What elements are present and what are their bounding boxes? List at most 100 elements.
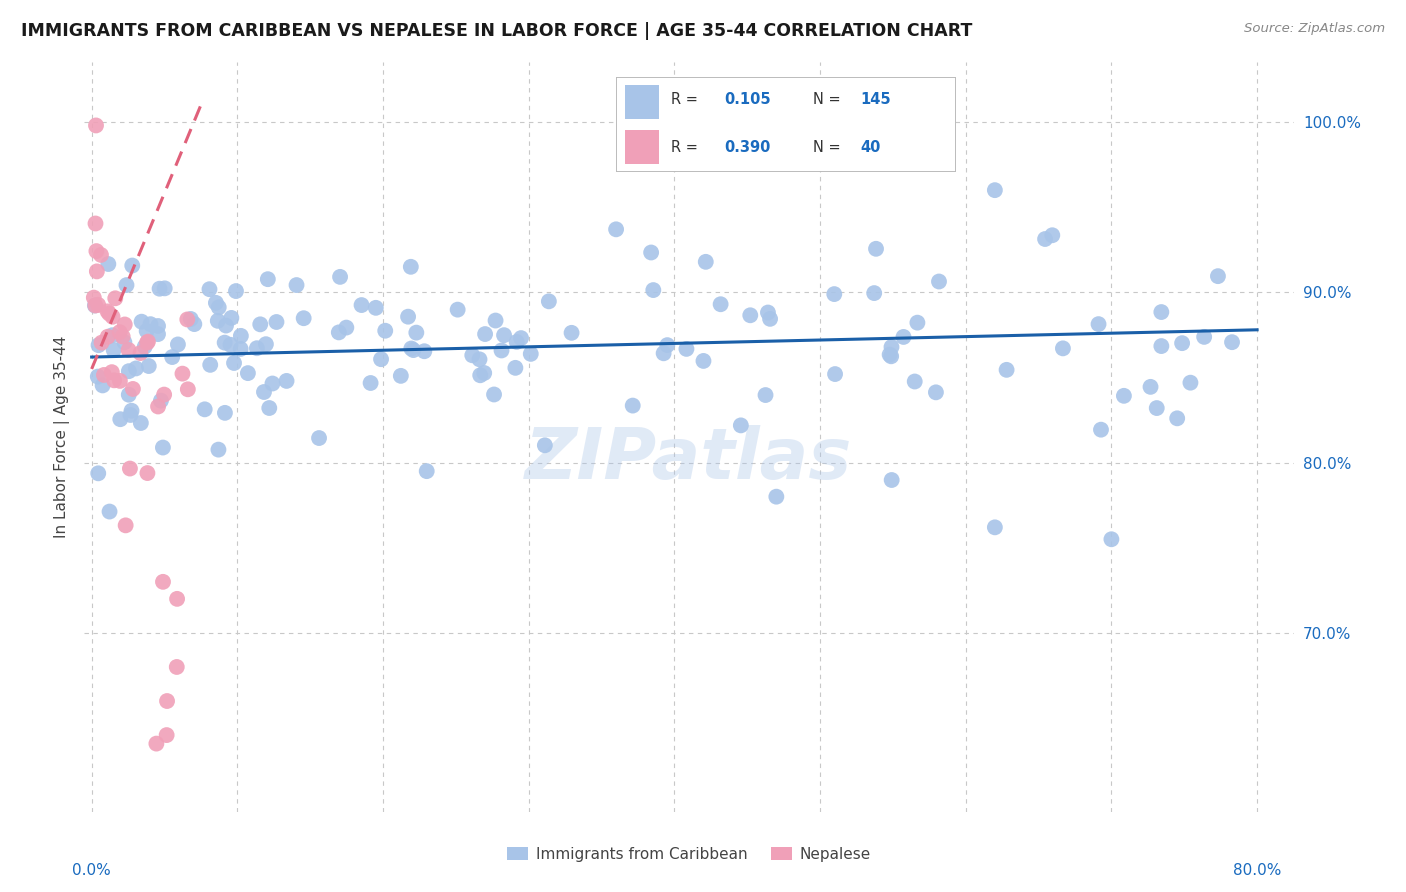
Point: [108, 374, 131, 388]
Point: [879, 348, 901, 362]
Point: [484, 313, 506, 327]
Point: [101, 365, 124, 379]
Point: [1171, 336, 1194, 351]
Point: [675, 342, 697, 356]
Point: [643, 283, 665, 297]
Point: [880, 349, 903, 363]
Point: [652, 346, 675, 360]
Point: [893, 330, 915, 344]
Point: [90, 335, 112, 350]
Point: [198, 282, 221, 296]
Point: [468, 352, 491, 367]
Point: [153, 281, 176, 295]
Point: [103, 373, 125, 387]
Point: [236, 366, 259, 380]
Point: [246, 341, 269, 355]
Point: [101, 328, 124, 343]
Point: [93, 368, 115, 382]
Point: [863, 286, 886, 301]
Point: [621, 399, 644, 413]
Point: [415, 464, 437, 478]
Point: [905, 316, 928, 330]
Point: [520, 347, 543, 361]
Point: [87, 369, 110, 384]
Point: [880, 473, 903, 487]
Point: [360, 376, 382, 390]
Point: [225, 284, 247, 298]
Point: [824, 367, 846, 381]
Point: [118, 387, 141, 401]
Point: [754, 388, 776, 402]
Point: [145, 737, 167, 751]
Point: [138, 359, 160, 373]
Point: [1206, 269, 1229, 284]
Point: [176, 312, 198, 326]
Point: [537, 294, 560, 309]
Point: [146, 327, 169, 342]
Point: [87, 467, 110, 481]
Point: [1099, 533, 1122, 547]
Point: [1192, 330, 1215, 344]
Point: [249, 318, 271, 332]
Point: [710, 297, 733, 311]
Point: [482, 387, 505, 401]
Point: [148, 282, 170, 296]
Point: [984, 183, 1007, 197]
Text: 0.0%: 0.0%: [72, 863, 111, 879]
Point: [86, 264, 108, 278]
Point: [90, 248, 112, 262]
Point: [101, 310, 124, 324]
Point: [152, 441, 174, 455]
Point: [86, 244, 108, 259]
Point: [904, 375, 927, 389]
Point: [262, 376, 284, 391]
Point: [136, 335, 159, 350]
Point: [172, 367, 194, 381]
Text: Source: ZipAtlas.com: Source: ZipAtlas.com: [1244, 22, 1385, 36]
Point: [413, 344, 436, 359]
Point: [765, 490, 787, 504]
Point: [183, 317, 205, 331]
Point: [329, 269, 352, 284]
Point: [1150, 339, 1173, 353]
Point: [472, 366, 495, 380]
Point: [256, 272, 278, 286]
Point: [865, 242, 887, 256]
Point: [149, 393, 172, 408]
Point: [474, 327, 496, 342]
Point: [180, 312, 202, 326]
Point: [87, 338, 110, 352]
Point: [120, 408, 142, 422]
Point: [402, 343, 425, 357]
Point: [308, 431, 330, 445]
Point: [399, 260, 422, 274]
Point: [505, 334, 527, 349]
Point: [491, 343, 513, 358]
Point: [83, 291, 105, 305]
Point: [292, 311, 315, 326]
Point: [84, 217, 107, 231]
Point: [605, 222, 627, 236]
Point: [152, 574, 174, 589]
Point: [214, 406, 236, 420]
Point: [657, 338, 679, 352]
Point: [640, 245, 662, 260]
Point: [115, 278, 138, 293]
Point: [374, 324, 396, 338]
Point: [1220, 335, 1243, 350]
Point: [253, 384, 276, 399]
Point: [103, 343, 125, 357]
Point: [131, 315, 153, 329]
Point: [1139, 380, 1161, 394]
Point: [229, 329, 252, 343]
Point: [370, 352, 392, 367]
Text: IMMIGRANTS FROM CARIBBEAN VS NEPALESE IN LABOR FORCE | AGE 35-44 CORRELATION CHA: IMMIGRANTS FROM CARIBBEAN VS NEPALESE IN…: [21, 22, 973, 40]
Point: [1090, 423, 1112, 437]
Point: [730, 418, 752, 433]
Point: [740, 308, 762, 322]
Point: [117, 343, 139, 357]
Point: [91, 378, 114, 392]
Point: [136, 466, 159, 480]
Point: [364, 301, 387, 315]
Point: [160, 350, 183, 364]
